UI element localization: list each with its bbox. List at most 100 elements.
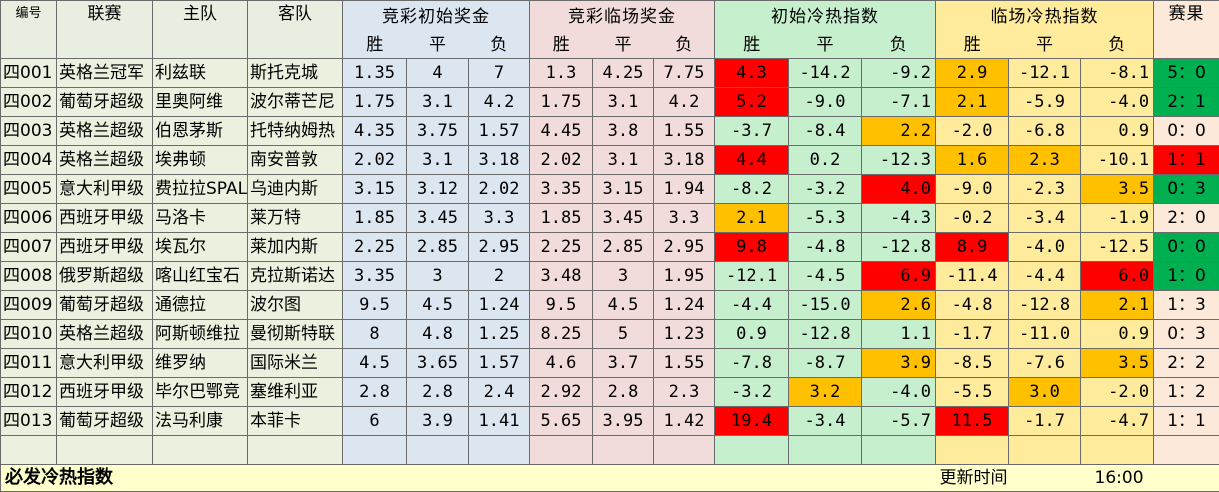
cell-ihot-draw[interactable]: 0.2 <box>789 146 862 175</box>
cell-ihot-draw[interactable]: -15.0 <box>789 291 862 320</box>
cell-ihot-draw[interactable]: -3.2 <box>789 175 862 204</box>
cell-result[interactable]: 2：2 <box>1154 349 1219 378</box>
cell-live-lose[interactable]: 3.3 <box>654 204 715 233</box>
cell-lhot-draw[interactable]: -6.8 <box>1009 117 1081 146</box>
header-result[interactable]: 赛果 <box>1154 1 1219 59</box>
cell-lhot-draw[interactable]: -5.9 <box>1009 88 1081 117</box>
cell-init-win[interactable]: 2.8 <box>343 378 407 407</box>
cell-away[interactable]: 南安普敦 <box>248 146 343 175</box>
cell-result[interactable]: 1：1 <box>1154 146 1219 175</box>
cell-ihot-win[interactable]: -7.8 <box>715 349 789 378</box>
cell-live-win[interactable]: 2.92 <box>530 378 593 407</box>
cell-init-win[interactable]: 2.02 <box>343 146 407 175</box>
cell-result[interactable]: 0：0 <box>1154 117 1219 146</box>
cell-live-lose[interactable]: 4.2 <box>654 88 715 117</box>
cell-ihot-lose[interactable]: 2.6 <box>862 291 936 320</box>
cell-init-win[interactable]: 1.85 <box>343 204 407 233</box>
cell-lhot-lose[interactable]: -12.5 <box>1081 233 1154 262</box>
cell-live-lose[interactable]: 1.95 <box>654 262 715 291</box>
cell-lhot-lose[interactable]: 3.5 <box>1081 349 1154 378</box>
cell-init-draw[interactable]: 2.85 <box>407 233 469 262</box>
cell-home[interactable]: 利兹联 <box>153 59 248 88</box>
cell-lhot-lose[interactable]: -10.1 <box>1081 146 1154 175</box>
empty-cell[interactable] <box>153 436 248 465</box>
header-home[interactable]: 主队 <box>153 1 248 59</box>
cell-ihot-draw[interactable]: -8.4 <box>789 117 862 146</box>
cell-ihot-win[interactable]: 2.1 <box>715 204 789 233</box>
cell-init-draw[interactable]: 3.9 <box>407 407 469 436</box>
cell-lhot-lose[interactable]: -2.0 <box>1081 378 1154 407</box>
header-ihot-draw[interactable]: 平 <box>789 32 862 59</box>
cell-ihot-lose[interactable]: -5.7 <box>862 407 936 436</box>
cell-live-lose[interactable]: 1.23 <box>654 320 715 349</box>
cell-live-lose[interactable]: 2.3 <box>654 378 715 407</box>
cell-result[interactable]: 1：0 <box>1154 262 1219 291</box>
header-id[interactable]: 编号 <box>1 1 57 59</box>
cell-lhot-draw[interactable]: -4.4 <box>1009 262 1081 291</box>
cell-league[interactable]: 英格兰超级 <box>57 117 153 146</box>
cell-live-win[interactable]: 4.45 <box>530 117 593 146</box>
cell-lhot-lose[interactable]: 0.9 <box>1081 117 1154 146</box>
cell-ihot-draw[interactable]: 3.2 <box>789 378 862 407</box>
cell-ihot-win[interactable]: -3.2 <box>715 378 789 407</box>
cell-init-lose[interactable]: 3.3 <box>469 204 530 233</box>
cell-init-lose[interactable]: 4.2 <box>469 88 530 117</box>
cell-live-win[interactable]: 4.6 <box>530 349 593 378</box>
cell-away[interactable]: 波尔图 <box>248 291 343 320</box>
cell-lhot-lose[interactable]: 6.0 <box>1081 262 1154 291</box>
cell-live-lose[interactable]: 1.94 <box>654 175 715 204</box>
cell-live-draw[interactable]: 3.95 <box>593 407 654 436</box>
cell-live-draw[interactable]: 4.5 <box>593 291 654 320</box>
header-live-odds[interactable]: 竞彩临场奖金 <box>530 1 715 33</box>
cell-live-draw[interactable]: 3.1 <box>593 146 654 175</box>
cell-id[interactable]: 四010 <box>1 320 57 349</box>
cell-live-win[interactable]: 2.02 <box>530 146 593 175</box>
cell-ihot-lose[interactable]: 2.2 <box>862 117 936 146</box>
header-init-hot[interactable]: 初始冷热指数 <box>715 1 936 33</box>
cell-lhot-draw[interactable]: -7.6 <box>1009 349 1081 378</box>
cell-ihot-lose[interactable]: -7.1 <box>862 88 936 117</box>
cell-init-lose[interactable]: 1.25 <box>469 320 530 349</box>
cell-away[interactable]: 莱加内斯 <box>248 233 343 262</box>
empty-cell[interactable] <box>654 436 715 465</box>
cell-lhot-draw[interactable]: 2.3 <box>1009 146 1081 175</box>
cell-league[interactable]: 葡萄牙超级 <box>57 291 153 320</box>
cell-home[interactable]: 里奥阿维 <box>153 88 248 117</box>
header-ihot-win[interactable]: 胜 <box>715 32 789 59</box>
cell-lhot-lose[interactable]: -4.7 <box>1081 407 1154 436</box>
empty-cell[interactable] <box>530 436 593 465</box>
cell-lhot-draw[interactable]: -12.1 <box>1009 59 1081 88</box>
header-lhot-win[interactable]: 胜 <box>936 32 1009 59</box>
cell-live-lose[interactable]: 7.75 <box>654 59 715 88</box>
cell-ihot-win[interactable]: 4.3 <box>715 59 789 88</box>
cell-ihot-win[interactable]: 4.4 <box>715 146 789 175</box>
empty-cell[interactable] <box>1154 436 1219 465</box>
cell-ihot-draw[interactable]: -4.5 <box>789 262 862 291</box>
cell-home[interactable]: 费拉拉SPAL <box>153 175 248 204</box>
cell-lhot-win[interactable]: -8.5 <box>936 349 1009 378</box>
cell-lhot-win[interactable]: -1.7 <box>936 320 1009 349</box>
header-lhot-lose[interactable]: 负 <box>1081 32 1154 59</box>
cell-result[interactable]: 0：3 <box>1154 175 1219 204</box>
cell-home[interactable]: 通德拉 <box>153 291 248 320</box>
cell-init-draw[interactable]: 4 <box>407 59 469 88</box>
empty-cell[interactable] <box>862 436 936 465</box>
header-init-lose[interactable]: 负 <box>469 32 530 59</box>
cell-init-win[interactable]: 6 <box>343 407 407 436</box>
cell-init-draw[interactable]: 3.1 <box>407 88 469 117</box>
cell-init-win[interactable]: 3.15 <box>343 175 407 204</box>
cell-away[interactable]: 国际米兰 <box>248 349 343 378</box>
cell-init-win[interactable]: 2.25 <box>343 233 407 262</box>
cell-id[interactable]: 四001 <box>1 59 57 88</box>
cell-id[interactable]: 四003 <box>1 117 57 146</box>
cell-init-win[interactable]: 1.35 <box>343 59 407 88</box>
cell-ihot-draw[interactable]: -9.0 <box>789 88 862 117</box>
cell-league[interactable]: 英格兰超级 <box>57 146 153 175</box>
cell-live-draw[interactable]: 3.7 <box>593 349 654 378</box>
